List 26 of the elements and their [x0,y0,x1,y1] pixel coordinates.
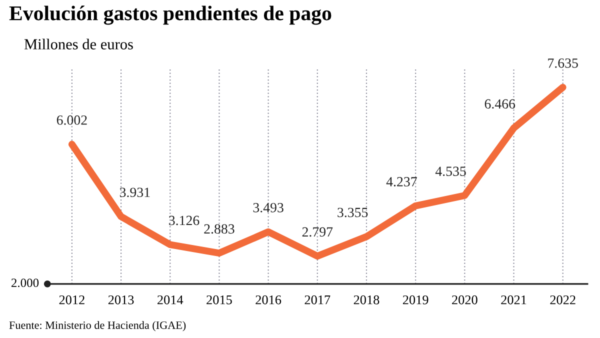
chart-title: Evolución gastos pendientes de pago [9,6,332,25]
x-tick-label: 2019 [402,295,428,304]
data-label: 4.237 [386,177,417,186]
data-label: 6.466 [484,99,516,109]
x-tick-label: 2012 [59,295,84,304]
data-label: 3.355 [338,208,368,218]
x-tick-label: 2022 [550,295,576,304]
data-label: 6.002 [56,115,87,125]
data-label: 2.797 [302,227,333,237]
x-tick-label: 2017 [304,295,330,304]
data-label: 2.883 [204,224,234,234]
x-tick-label: 2018 [354,295,380,304]
data-label: 3.493 [253,203,284,212]
x-tick-label: 2015 [206,295,232,304]
x-tick-label: 2016 [256,295,282,304]
x-tick-label: 2014 [158,295,184,304]
x-tick-label: 2021 [501,295,526,304]
source-note: Fuente: Ministerio de Hacienda (IGAE) [9,321,186,332]
data-label: 3.931 [120,188,150,198]
x-tick-label: 2013 [108,295,134,304]
x-tick-label: 2020 [452,295,478,304]
data-label: 7.635 [548,58,578,68]
data-label: 3.126 [169,216,200,226]
chart-subtitle: Millones de euros [24,38,133,50]
data-label: 4.535 [435,166,466,176]
text: 2.000 [11,278,39,288]
